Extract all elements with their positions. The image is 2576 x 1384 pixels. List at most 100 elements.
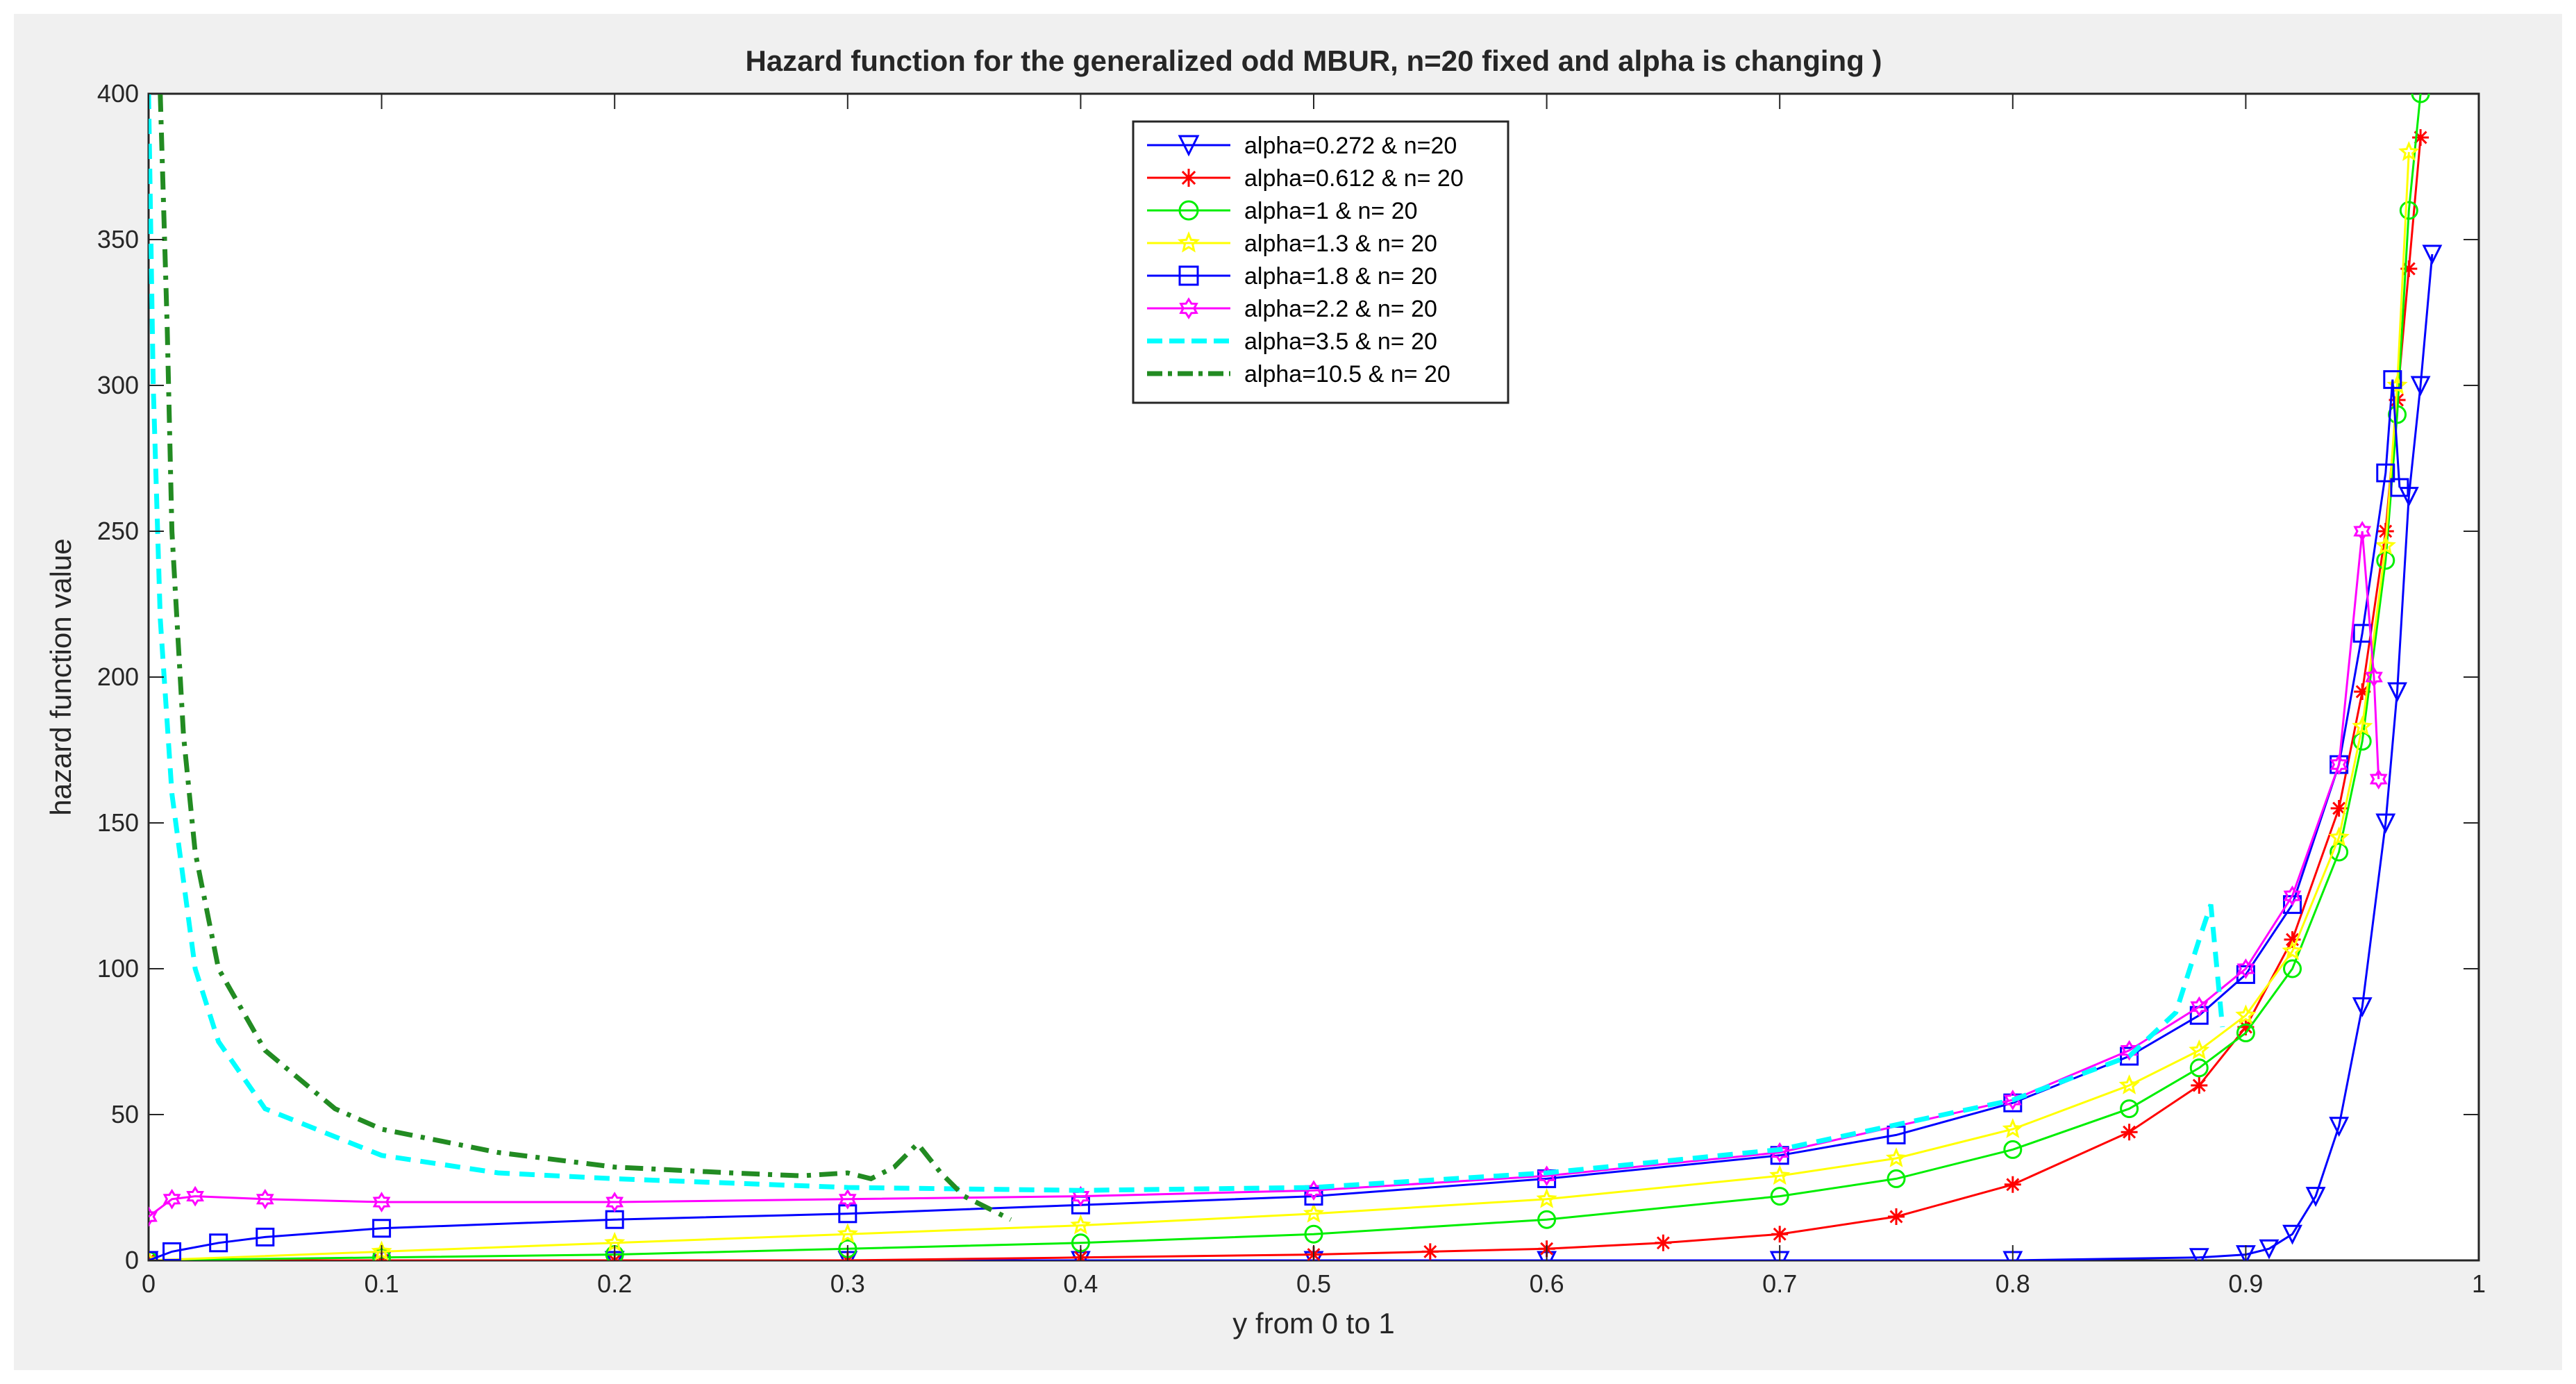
data-point	[1536, 1187, 1557, 1208]
y-tick-label: 100	[97, 954, 139, 983]
chart-title: Hazard function for the generalized odd …	[745, 44, 1882, 77]
data-point	[162, 1242, 182, 1260]
data-point	[2236, 958, 2255, 979]
data-point	[838, 1188, 857, 1210]
data-point	[1303, 1202, 1325, 1223]
data-point	[1771, 1226, 1789, 1243]
data-point	[2121, 1124, 2138, 1141]
y-tick-label: 400	[97, 79, 139, 108]
hazard-chart: 0 0.1 0.2 0.3 0.4 0.5 0.6 0.7 0.8 0.9 1 0 50 100 150 20…	[44, 44, 2486, 1340]
x-tick-label: 0.2	[597, 1269, 632, 1298]
series-line	[149, 94, 2225, 1193]
x-tick-label: 0.6	[1530, 1269, 1564, 1298]
y-tick-label: 300	[97, 371, 139, 399]
x-tick-label: 0.4	[1063, 1269, 1098, 1298]
legend-marker	[1178, 135, 1200, 157]
x-tick-label: 0.9	[2228, 1269, 2263, 1298]
data-point	[2118, 1074, 2140, 1094]
x-axis-label: y from 0 to 1	[1232, 1307, 1394, 1340]
data-point	[2388, 405, 2407, 424]
data-point	[2283, 885, 2302, 906]
x-tick-label: 0.3	[830, 1269, 865, 1298]
data-point	[2189, 1248, 2209, 1260]
y-tick-label: 150	[97, 808, 139, 837]
data-point	[2410, 376, 2431, 397]
y-axis-label: hazard function value	[44, 538, 77, 815]
legend-label: alpha=10.5 & n= 20	[1244, 361, 1450, 387]
data-point	[2235, 1004, 2257, 1025]
ticks-layer: 0 0.1 0.2 0.3 0.4 0.5 0.6 0.7 0.8 0.9 1 0 50 100 150 20…	[97, 79, 2486, 1298]
legend-label: alpha=1 & n= 20	[1244, 198, 1418, 224]
x-tick-label: 0.5	[1296, 1269, 1331, 1298]
data-point	[2284, 931, 2301, 948]
y-tick-label: 350	[97, 225, 139, 253]
data-point	[2399, 201, 2418, 220]
legend-item: alpha=2.2 & n= 20	[1147, 296, 1437, 322]
legend-label: alpha=0.272 & n=20	[1244, 133, 1457, 159]
series-line	[149, 94, 2422, 1260]
data-point	[2282, 1224, 2302, 1245]
legend-label: alpha=1.3 & n= 20	[1244, 231, 1437, 257]
data-point	[186, 1185, 204, 1207]
series-2	[149, 94, 2430, 1260]
data-point	[2369, 769, 2388, 790]
data-point	[2189, 1058, 2209, 1078]
data-point	[1770, 1146, 1789, 1165]
data-point	[2387, 682, 2407, 703]
data-point	[2305, 1187, 2326, 1207]
data-point	[372, 1219, 392, 1238]
y-tick-label: 0	[125, 1246, 139, 1274]
data-point	[2390, 478, 2409, 497]
data-point	[2330, 800, 2348, 817]
legend: alpha=0.272 & n=20 alpha=0.612 & n= 20 alp…	[1132, 120, 1509, 404]
data-point	[2259, 1239, 2280, 1260]
data-point	[1770, 1187, 1789, 1206]
data-point	[2411, 94, 2430, 103]
data-point	[2398, 141, 2420, 161]
series-line	[149, 137, 2422, 1260]
data-point	[2400, 260, 2418, 277]
legend-item: alpha=1 & n= 20	[1147, 198, 1418, 224]
data-point	[1885, 1147, 1907, 1167]
data-point	[149, 1206, 158, 1227]
series-line	[149, 531, 2380, 1218]
data-point	[256, 1188, 274, 1210]
data-point	[2003, 1140, 2023, 1159]
x-tick-label: 0	[142, 1269, 156, 1298]
legend-item: alpha=0.612 & n= 20	[1147, 165, 1464, 192]
series-line	[158, 94, 1012, 1222]
data-point	[2330, 842, 2349, 862]
legend-label: alpha=1.8 & n= 20	[1244, 263, 1437, 290]
series-3	[149, 141, 2420, 1260]
legend-label: alpha=3.5 & n= 20	[1244, 328, 1437, 355]
data-point	[256, 1227, 275, 1247]
data-point	[2120, 1099, 2139, 1119]
data-point	[2383, 370, 2402, 390]
data-point	[1887, 1169, 1906, 1188]
data-point	[605, 1192, 624, 1212]
data-point	[2375, 813, 2396, 834]
legend-marker	[1177, 231, 1201, 253]
data-point	[372, 1192, 391, 1212]
data-point	[2329, 1117, 2350, 1137]
data-point	[1655, 1234, 1672, 1251]
data-point	[2190, 996, 2209, 1017]
series-7	[158, 94, 1012, 1222]
data-point	[2354, 683, 2371, 700]
data-point	[2386, 374, 2408, 394]
data-point	[2120, 1047, 2139, 1066]
data-point	[2352, 731, 2372, 751]
y-tick-label: 200	[97, 662, 139, 691]
data-point	[2377, 523, 2394, 540]
legend-item: alpha=10.5 & n= 20	[1147, 361, 1450, 387]
data-point	[2189, 1039, 2210, 1060]
legend-marker	[1178, 265, 1199, 286]
data-point	[2352, 997, 2373, 1017]
data-point	[2352, 715, 2373, 736]
data-point	[2375, 535, 2396, 555]
legend-marker	[1180, 169, 1198, 187]
data-point	[2365, 667, 2383, 687]
data-point	[1537, 1210, 1557, 1229]
x-tick-label: 0.8	[1996, 1269, 2030, 1298]
data-point	[2412, 129, 2429, 146]
